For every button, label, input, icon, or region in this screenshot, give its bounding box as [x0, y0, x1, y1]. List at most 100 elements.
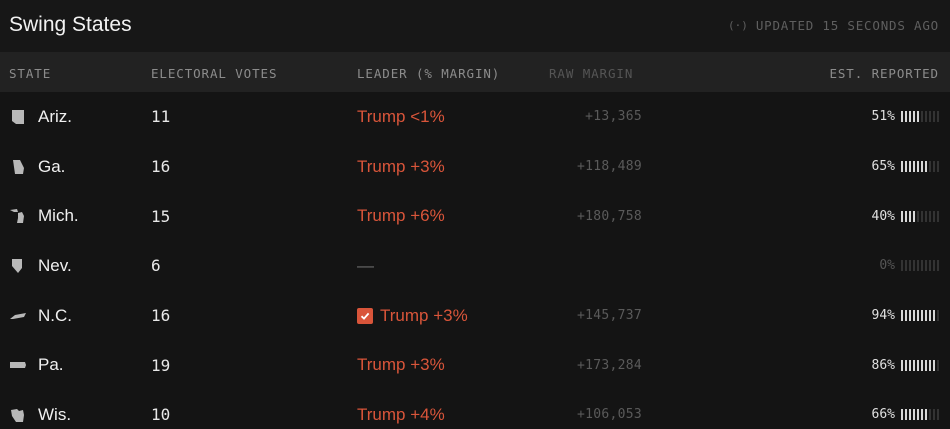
reported-percent: 86% — [871, 357, 895, 373]
reported-progress-bar — [901, 310, 939, 322]
reported-bar-segment — [929, 210, 931, 222]
reported-bar-segment — [921, 359, 923, 371]
table-row[interactable]: Ga. 16 Trump +3% +118,489 65% — [0, 142, 950, 192]
page-title: Swing States — [9, 13, 132, 36]
reported-bar-segment — [929, 409, 931, 421]
reported-percent: 40% — [871, 208, 895, 224]
state-name: N.C. — [38, 305, 72, 325]
reported-bar-segment — [921, 210, 923, 222]
table-row[interactable]: Nev. 6 — 0% — [0, 241, 950, 291]
leader-margin: Trump +3% — [357, 156, 445, 176]
table-row[interactable]: Mich. 15 Trump +6% +180,758 40% — [0, 191, 950, 241]
leader-cell: Trump +3% — [357, 291, 468, 341]
results-table: Ariz. 11 Trump <1% +13,365 51% Ga. 16 Tr… — [0, 92, 950, 429]
reported-bar-segment — [905, 409, 907, 421]
state-name: Pa. — [38, 355, 64, 375]
raw-margin: +106,053 — [576, 407, 642, 423]
reported-progress-bar — [901, 359, 939, 371]
reported-percent: 0% — [879, 258, 895, 274]
reported-bar-segment — [913, 359, 915, 371]
georgia-outline-icon — [9, 159, 27, 175]
reported-percent: 94% — [871, 308, 895, 324]
column-header-state: STATE — [9, 66, 52, 81]
reported-bar-segment — [909, 260, 911, 272]
reported-bar-segment — [925, 409, 927, 421]
north-carolina-outline-icon — [9, 308, 27, 324]
state-cell: Wis. — [9, 390, 71, 429]
reported-bar-segment — [933, 210, 935, 222]
reported-bar-segment — [917, 161, 919, 173]
reported-bar-segment — [913, 260, 915, 272]
state-cell: Pa. — [9, 340, 64, 390]
wisconsin-outline-icon — [9, 407, 27, 423]
table-row[interactable]: Pa. 19 Trump +3% +173,284 86% — [0, 340, 950, 390]
reported-bar-segment — [933, 409, 935, 421]
reported-bar-segment — [929, 359, 931, 371]
reported-bar-segment — [905, 210, 907, 222]
reported-bar-segment — [929, 111, 931, 123]
reported-bar-segment — [925, 161, 927, 173]
reported-cell: 65% — [872, 142, 939, 192]
reported-bar-segment — [905, 260, 907, 272]
reported-bar-segment — [917, 111, 919, 123]
pennsylvania-outline-icon — [9, 357, 27, 373]
column-header-electoral-votes: ELECTORAL VOTES — [151, 66, 278, 81]
state-name: Mich. — [38, 206, 79, 226]
leader-cell: — — [357, 241, 374, 291]
reported-bar-segment — [901, 111, 903, 123]
nevada-outline-icon — [9, 258, 27, 274]
reported-bar-segment — [937, 359, 939, 371]
state-name: Ariz. — [38, 106, 72, 126]
table-row[interactable]: Ariz. 11 Trump <1% +13,365 51% — [0, 92, 950, 142]
reported-bar-segment — [925, 260, 927, 272]
electoral-votes: 10 — [151, 405, 171, 425]
reported-bar-segment — [905, 111, 907, 123]
electoral-votes: 6 — [151, 256, 161, 276]
electoral-votes: 16 — [151, 157, 171, 177]
state-name: Nev. — [38, 255, 72, 275]
reported-bar-segment — [901, 210, 903, 222]
reported-bar-segment — [917, 310, 919, 322]
electoral-votes: 16 — [151, 306, 171, 326]
reported-bar-segment — [921, 111, 923, 123]
reported-bar-segment — [913, 161, 915, 173]
reported-bar-segment — [909, 359, 911, 371]
reported-progress-bar — [901, 210, 939, 222]
leader-cell: Trump +3% — [357, 340, 445, 390]
reported-bar-segment — [901, 409, 903, 421]
leader-margin: Trump <1% — [357, 106, 445, 126]
reported-bar-segment — [933, 161, 935, 173]
leader-margin: Trump +3% — [380, 305, 468, 325]
table-row[interactable]: N.C. 16 Trump +3% +145,737 94% — [0, 291, 950, 341]
reported-bar-segment — [925, 111, 927, 123]
electoral-votes: 15 — [151, 206, 171, 226]
reported-bar-segment — [909, 161, 911, 173]
raw-margin: +118,489 — [576, 159, 642, 175]
leader-cell: Trump +6% — [357, 191, 445, 241]
leader-margin: Trump +3% — [357, 355, 445, 375]
reported-bar-segment — [937, 260, 939, 272]
reported-bar-segment — [937, 310, 939, 322]
reported-bar-segment — [933, 310, 935, 322]
raw-margin: +180,758 — [576, 208, 642, 224]
state-cell: Nev. — [9, 241, 72, 291]
leader-cell: Trump <1% — [357, 92, 445, 142]
reported-bar-segment — [929, 310, 931, 322]
reported-progress-bar — [901, 161, 939, 173]
state-cell: Ga. — [9, 142, 65, 192]
reported-bar-segment — [933, 260, 935, 272]
reported-cell: 51% — [872, 92, 939, 142]
column-header-reported: EST. REPORTED — [829, 66, 939, 81]
header-bar: Swing States (·) UPDATED 15 SECONDS AGO — [0, 0, 950, 52]
reported-bar-segment — [921, 260, 923, 272]
reported-cell: 0% — [879, 241, 939, 291]
reported-bar-segment — [905, 161, 907, 173]
michigan-outline-icon — [9, 208, 27, 224]
reported-bar-segment — [909, 111, 911, 123]
state-name: Ga. — [38, 156, 66, 176]
reported-bar-segment — [921, 161, 923, 173]
state-cell: Ariz. — [9, 92, 72, 142]
table-row[interactable]: Wis. 10 Trump +4% +106,053 66% — [0, 390, 950, 429]
column-header-row: STATE ELECTORAL VOTES LEADER (% MARGIN) … — [0, 52, 950, 92]
leader-margin: Trump +6% — [357, 206, 445, 226]
